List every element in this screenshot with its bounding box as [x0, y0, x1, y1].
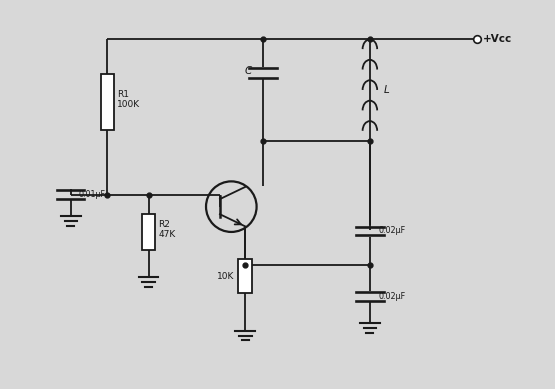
- Text: R1
100K: R1 100K: [117, 90, 140, 109]
- Text: 0.02μF: 0.02μF: [379, 226, 406, 235]
- Bar: [100, 74, 114, 130]
- Text: 0.01μF: 0.01μF: [78, 189, 105, 198]
- Bar: [239, 259, 252, 293]
- Text: 0.02μF: 0.02μF: [379, 292, 406, 301]
- Text: R2
47K: R2 47K: [158, 220, 175, 240]
- Text: +Vcc: +Vcc: [483, 34, 512, 44]
- Text: C: C: [245, 65, 252, 75]
- Bar: [142, 214, 155, 251]
- Text: L: L: [384, 85, 389, 95]
- Text: 10K: 10K: [217, 272, 235, 280]
